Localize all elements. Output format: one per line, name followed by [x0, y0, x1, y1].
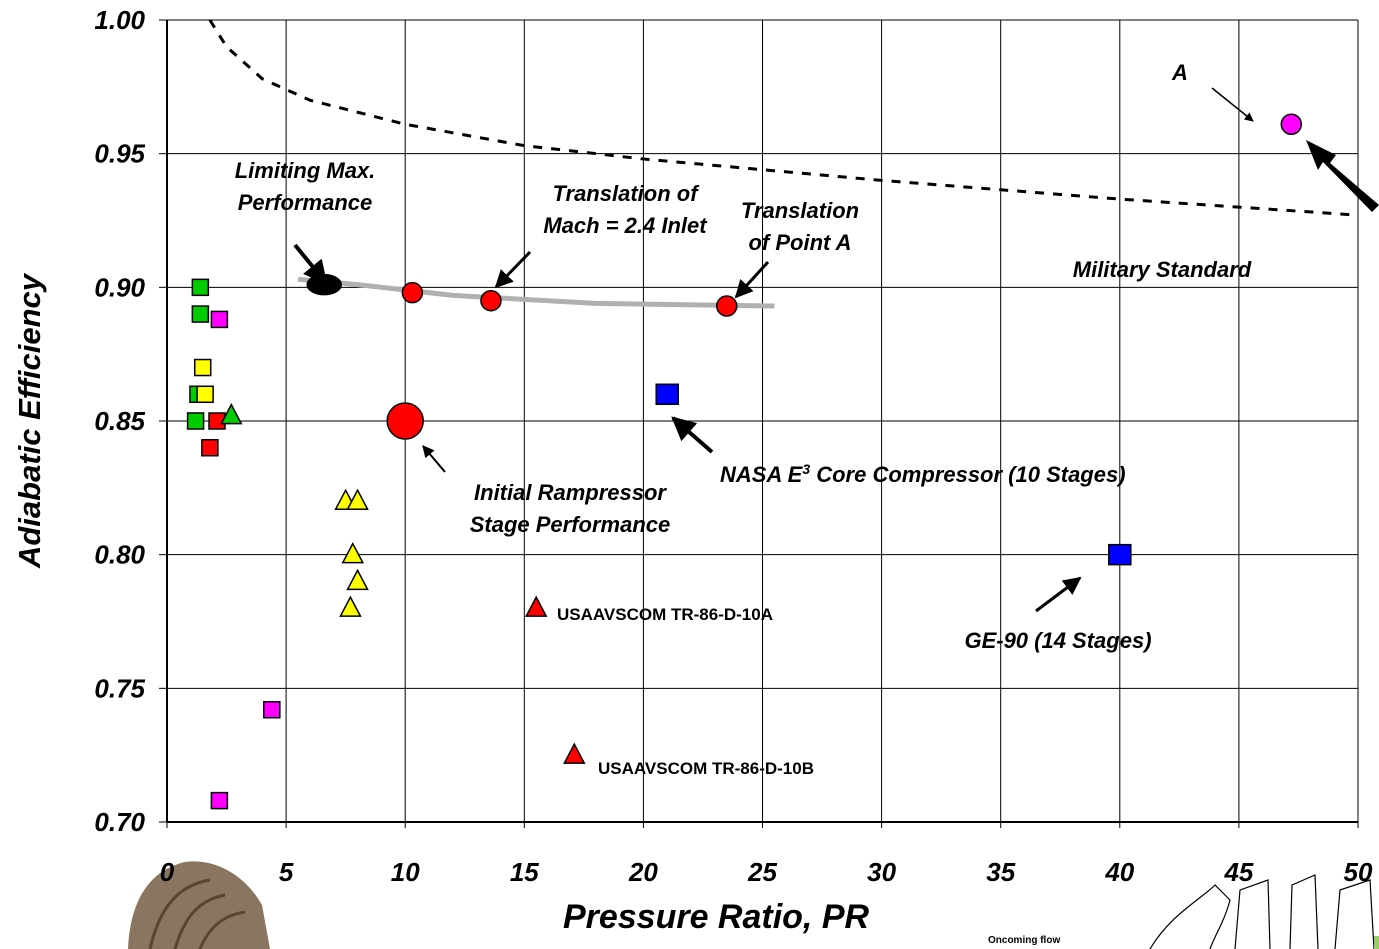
square-point	[264, 702, 280, 718]
y-tick-label: 0.70	[94, 807, 145, 837]
annotation-line: Stage Performance	[470, 512, 671, 537]
triangle-point	[564, 744, 584, 763]
x-axis-title: Pressure Ratio, PR	[563, 898, 870, 936]
annotation-line: Initial Rampressor	[474, 480, 667, 505]
square-point	[195, 360, 211, 376]
circle-point	[1281, 114, 1301, 134]
circle-point	[387, 403, 423, 439]
circle-point	[717, 296, 737, 316]
arrow	[736, 262, 768, 297]
circle-point	[402, 283, 422, 303]
triangle-point	[340, 597, 360, 616]
annotation-line: Mach = 2.4 Inlet	[543, 213, 708, 238]
square-point	[211, 793, 227, 809]
annotation: NASA E3 Core Compressor (10 Stages)	[720, 461, 1126, 487]
x-tick-label: 35	[986, 857, 1015, 887]
y-tick-label: 0.80	[94, 540, 145, 570]
curve	[210, 20, 1358, 215]
triangle-point	[526, 597, 546, 616]
annotation-line: Translation of	[552, 181, 700, 206]
arrow	[1212, 88, 1253, 121]
annotation: Translation of Mach = 2.4 Inlet	[543, 181, 708, 238]
annotation-line: Oncoming flow	[988, 935, 1060, 946]
thick-arrow	[1306, 140, 1379, 212]
x-tick-label: 15	[510, 857, 539, 887]
annotation-line: Limiting Max.	[235, 158, 376, 183]
triangle-point	[343, 544, 363, 563]
x-tick-label: 25	[747, 857, 777, 887]
x-tick-label: 45	[1223, 857, 1253, 887]
annotation: USAAVSCOM TR-86-D-10A	[557, 605, 773, 624]
annotation-line: USAAVSCOM TR-86-D-10A	[557, 605, 773, 624]
circle-point	[481, 291, 501, 311]
annotation: Limiting Max. Performance	[235, 158, 376, 215]
annotation: A	[1171, 60, 1188, 85]
annotation-line: Core Compressor (10 Stages)	[810, 462, 1125, 487]
annotation: Initial Rampressor Stage Performance	[470, 480, 671, 537]
curve	[298, 279, 774, 306]
annotation: Military Standard	[1073, 257, 1252, 282]
annotation-line: Performance	[238, 190, 373, 215]
annotation-line: of Point A	[748, 230, 851, 255]
y-tick-label: 0.95	[94, 139, 145, 169]
annotation: Translation of Point A	[741, 198, 859, 255]
x-tick-label: 5	[279, 857, 294, 887]
y-tick-label: 0.85	[94, 406, 145, 436]
annotation-line: Military Standard	[1073, 257, 1252, 282]
square-point	[197, 386, 213, 402]
annotation-line: GE-90 (14 Stages)	[964, 628, 1151, 653]
blade-photo	[128, 861, 270, 949]
x-tick-label: 20	[628, 857, 658, 887]
annotation: Oncoming flow	[988, 935, 1060, 946]
y-tick-label: 1.00	[94, 5, 145, 35]
y-tick-label: 0.90	[94, 272, 145, 302]
annotation-line: A	[1171, 60, 1188, 85]
annotation: GE-90 (14 Stages)	[964, 628, 1151, 653]
square-point	[656, 384, 678, 404]
arrow	[423, 446, 445, 472]
square-point	[192, 279, 208, 295]
arrow	[496, 252, 530, 287]
annotation-line: Translation	[741, 198, 859, 223]
arrow	[1036, 578, 1080, 611]
annotation-line: 3	[802, 461, 810, 477]
annotation-line: USAAVSCOM TR-86-D-10B	[598, 759, 814, 778]
annotation: USAAVSCOM TR-86-D-10B	[598, 759, 814, 778]
chart: 0 5 10 15 20 25 30 35 40 45 50 0.70 0.75 0.80 0.85 0.90…	[0, 0, 1379, 949]
y-axis-title: Adiabatic Efficiency	[12, 272, 47, 569]
arrow	[673, 418, 712, 452]
x-tick-label: 10	[391, 857, 420, 887]
square-point	[211, 311, 227, 327]
y-tick-label: 0.75	[94, 673, 145, 703]
square-point	[188, 413, 204, 429]
annotation-line: NASA E	[720, 462, 804, 487]
square-point	[1109, 545, 1131, 565]
x-tick-label: 50	[1344, 857, 1373, 887]
x-tick-label: 0	[160, 857, 175, 887]
x-tick-label: 40	[1104, 857, 1134, 887]
square-point	[202, 440, 218, 456]
x-tick-label: 30	[867, 857, 896, 887]
square-point	[192, 306, 208, 322]
triangle-point	[348, 570, 368, 589]
